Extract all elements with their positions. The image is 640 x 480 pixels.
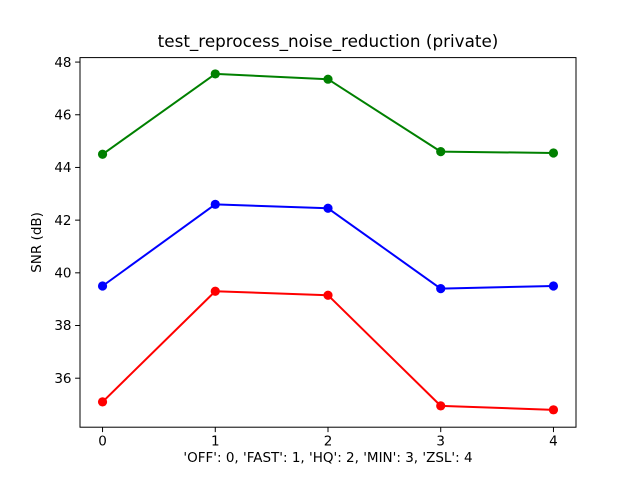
x-tick-label: 0 bbox=[98, 434, 107, 450]
y-tick-label: 40 bbox=[54, 266, 71, 282]
green-series-line bbox=[101, 72, 554, 156]
red-series-marker bbox=[436, 401, 446, 411]
green-series-marker bbox=[548, 148, 559, 158]
red-series-marker bbox=[210, 286, 220, 296]
blue-series-marker bbox=[323, 203, 333, 213]
x-tick-label: 3 bbox=[436, 434, 445, 450]
blue-series-line bbox=[101, 203, 554, 290]
plot-area-border bbox=[79, 57, 577, 428]
y-tick-label: 38 bbox=[54, 318, 71, 334]
y-tick-label: 48 bbox=[54, 55, 71, 71]
green-series-marker bbox=[97, 149, 108, 159]
y-tick-label: 46 bbox=[54, 107, 71, 123]
red-series-marker bbox=[323, 290, 333, 300]
red-series-marker bbox=[97, 397, 108, 407]
blue-series-marker bbox=[97, 281, 108, 291]
x-tick-label: 4 bbox=[549, 434, 558, 450]
y-tick-label: 36 bbox=[54, 371, 71, 387]
y-tick-label: 42 bbox=[54, 213, 71, 229]
green-series-marker bbox=[323, 74, 333, 84]
x-axis-label: 'OFF': 0, 'FAST': 1, 'HQ': 2, 'MIN': 3, … bbox=[183, 450, 472, 466]
x-tick-label: 2 bbox=[324, 434, 333, 450]
blue-series-marker bbox=[548, 281, 559, 291]
green-series-marker bbox=[210, 69, 220, 79]
x-tick-label: 1 bbox=[211, 434, 220, 450]
blue-series-marker bbox=[210, 199, 220, 209]
blue-series-marker bbox=[436, 284, 446, 294]
red-series-line bbox=[101, 290, 554, 411]
data-series bbox=[97, 69, 559, 415]
y-tick-label: 44 bbox=[54, 160, 71, 176]
red-series-marker bbox=[548, 405, 559, 415]
y-axis-label: SNR (dB) bbox=[29, 212, 45, 273]
green-series-marker bbox=[436, 147, 446, 157]
chart-title: test_reprocess_noise_reduction (private) bbox=[158, 31, 499, 52]
